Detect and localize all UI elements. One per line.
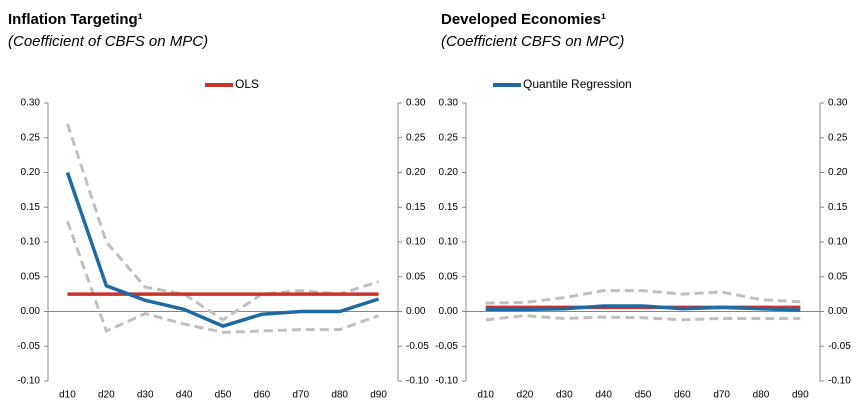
x-tick-label: d80 [331, 390, 348, 401]
y-tick-label: 0.15 [21, 202, 41, 213]
y2-tick-label: 0.25 [828, 132, 848, 143]
y-tick-label: 0.30 [439, 98, 459, 109]
y2-tick-label: 0.15 [406, 202, 426, 213]
chart-title: Inflation Targeting¹ [8, 11, 143, 28]
y-tick-label: 0.10 [21, 237, 41, 248]
x-tick-label: d20 [517, 390, 534, 401]
y2-tick-label: 0.30 [828, 98, 848, 109]
band-line [66, 220, 380, 334]
y-tick-label: -0.10 [17, 376, 40, 387]
x-tick-label: d60 [674, 390, 691, 401]
y2-tick-label: -0.10 [828, 376, 851, 387]
y-tick-label: -0.10 [435, 376, 458, 387]
x-tick-label: d50 [635, 390, 652, 401]
series-line [485, 304, 801, 312]
y-tick-label: 0.30 [21, 98, 41, 109]
y2-tick-label: 0.20 [828, 167, 848, 178]
x-tick-label: d70 [713, 390, 730, 401]
chart-title: Developed Economies¹ [441, 11, 606, 28]
y-tick-label: 0.00 [21, 306, 41, 317]
x-tick-label: d30 [137, 390, 154, 401]
x-tick-label: d50 [215, 390, 232, 401]
legend-label: Quantile Regression [523, 77, 632, 91]
y2-tick-label: 0.20 [406, 167, 426, 178]
x-tick-label: d80 [753, 390, 770, 401]
y2-tick-label: 0.10 [828, 237, 848, 248]
y2-tick-label: 0.00 [828, 306, 848, 317]
y2-tick-label: 0.25 [406, 132, 426, 143]
x-tick-label: d40 [595, 390, 612, 401]
y-tick-label: -0.05 [17, 341, 40, 352]
x-tick-label: d90 [792, 390, 809, 401]
y-tick-label: 0.15 [439, 202, 459, 213]
band-line [485, 289, 801, 305]
x-tick-label: d10 [59, 390, 76, 401]
x-tick-label: d70 [292, 390, 309, 401]
y-tick-label: 0.05 [439, 271, 459, 282]
x-tick-label: d20 [98, 390, 115, 401]
y-tick-label: -0.05 [435, 341, 458, 352]
y2-tick-label: 0.05 [828, 271, 848, 282]
chart-subtitle: (Coefficient of CBFS on MPC) [8, 33, 208, 50]
x-tick-label: d10 [477, 390, 494, 401]
y-tick-label: 0.25 [439, 132, 459, 143]
series-line [65, 171, 380, 328]
y2-tick-label: 0.30 [406, 98, 426, 109]
x-tick-label: d90 [370, 390, 387, 401]
chart-subtitle: (Coefficient CBFS on MPC) [441, 33, 624, 50]
y2-tick-label: 0.05 [406, 271, 426, 282]
y2-tick-label: -0.05 [406, 341, 429, 352]
y-tick-label: 0.05 [21, 271, 41, 282]
y2-tick-label: -0.05 [828, 341, 851, 352]
x-tick-label: d40 [176, 390, 193, 401]
y-tick-label: 0.10 [439, 237, 459, 248]
x-tick-label: d30 [556, 390, 573, 401]
y2-tick-label: 0.10 [406, 237, 426, 248]
y-tick-label: 0.00 [439, 306, 459, 317]
band-line [485, 314, 801, 322]
y-tick-label: 0.20 [21, 167, 41, 178]
y2-tick-label: -0.10 [406, 376, 429, 387]
legend-label: OLS [235, 77, 259, 91]
y2-tick-label: 0.15 [828, 202, 848, 213]
y-tick-label: 0.20 [439, 167, 459, 178]
y-tick-label: 0.25 [21, 132, 41, 143]
x-tick-label: d60 [254, 390, 271, 401]
y2-tick-label: 0.00 [406, 306, 426, 317]
